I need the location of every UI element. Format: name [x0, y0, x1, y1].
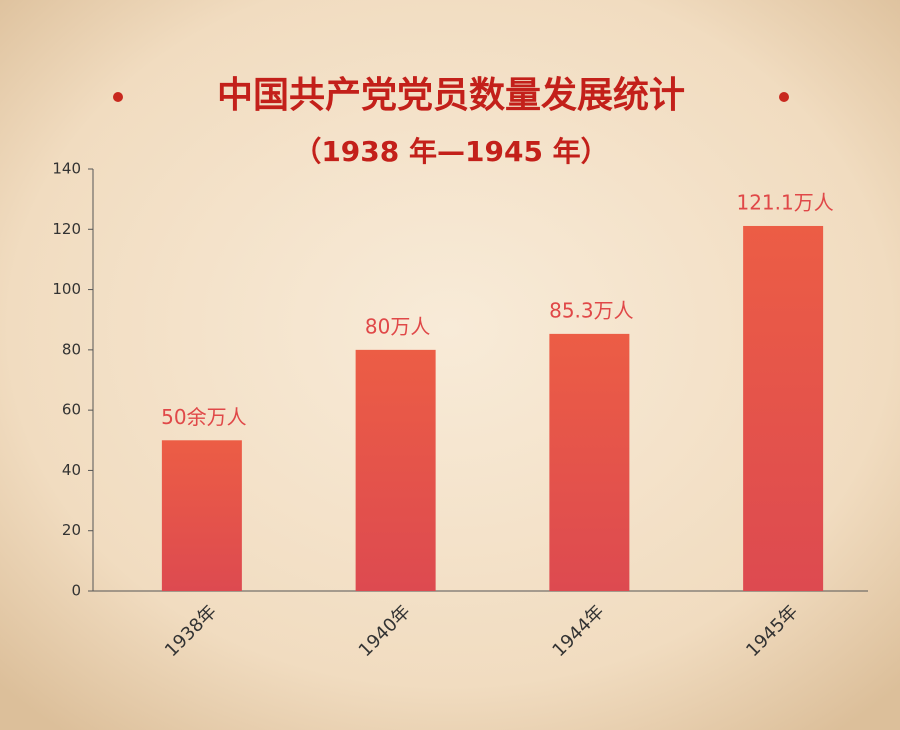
- y-tick-label: 140: [52, 160, 81, 178]
- y-tick-label: 120: [52, 220, 81, 238]
- y-tick-label: 60: [62, 401, 81, 419]
- bar: [743, 225, 824, 591]
- title-dot: [113, 92, 123, 102]
- y-tick-label: 100: [52, 280, 81, 298]
- y-tick-label: 20: [62, 521, 81, 539]
- value-label: 121.1万人: [736, 190, 833, 214]
- title-dot: [779, 92, 789, 102]
- y-tick-label: 40: [62, 461, 81, 479]
- chart-subtitle: （1938 年—1945 年）: [293, 135, 608, 168]
- value-label: 50余万人: [161, 405, 246, 429]
- bar: [161, 440, 242, 591]
- value-label: 85.3万人: [549, 298, 634, 322]
- chart-title: 中国共产党党员数量发展统计: [217, 75, 685, 116]
- y-tick-label: 0: [71, 582, 81, 600]
- bar: [549, 333, 630, 591]
- bar: [355, 349, 436, 591]
- y-tick-label: 80: [62, 340, 81, 358]
- value-label: 80万人: [365, 314, 430, 338]
